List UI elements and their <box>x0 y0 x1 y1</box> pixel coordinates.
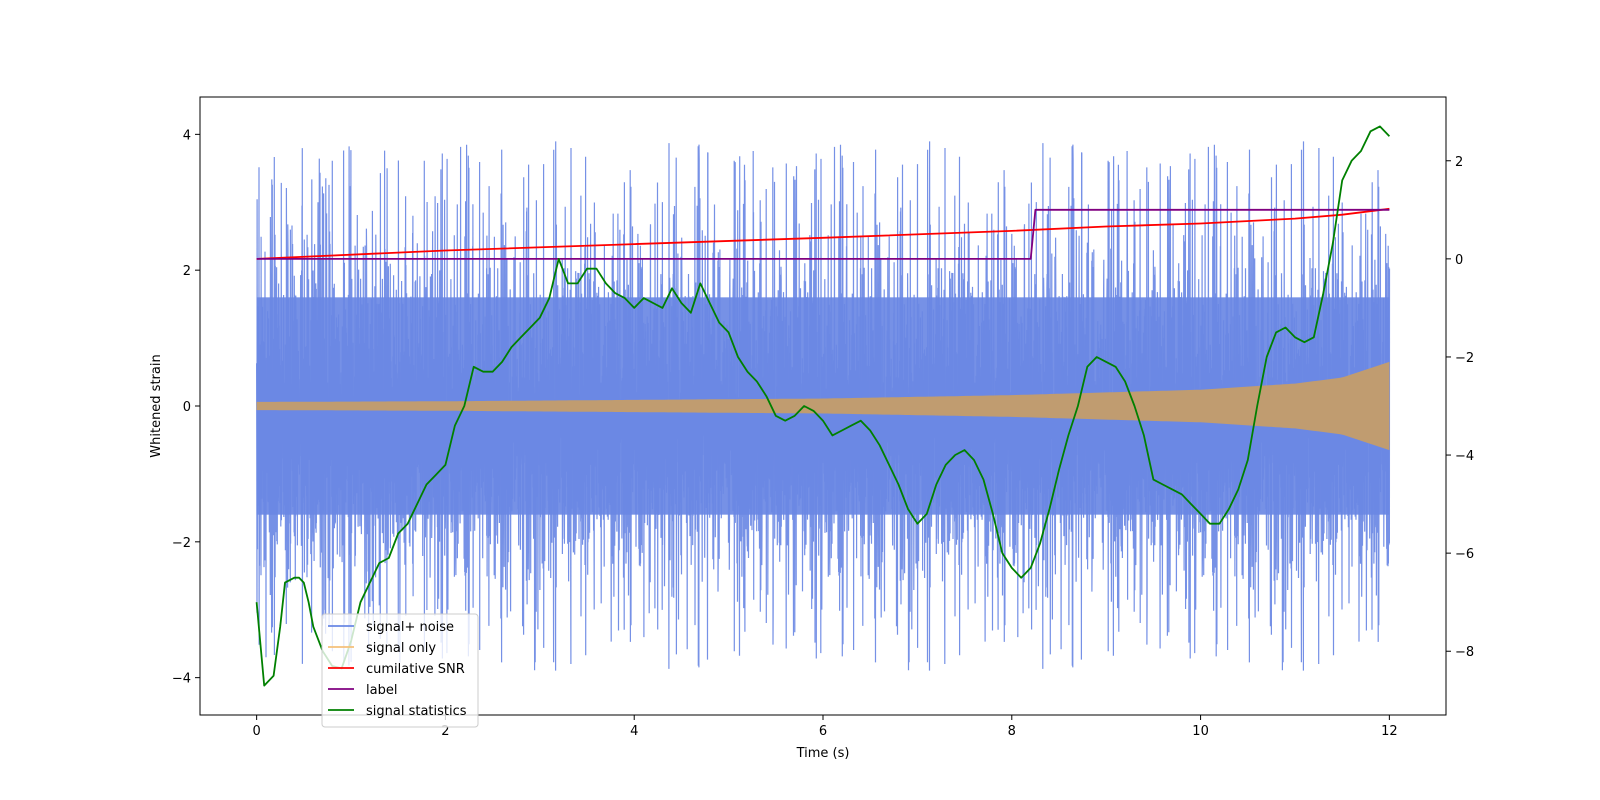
y2-tick-label: −2 <box>1455 351 1474 366</box>
y-tick-label: 4 <box>183 128 191 143</box>
series-signal-statistics <box>255 125 1391 687</box>
x-tick-label: 8 <box>1008 724 1016 739</box>
y-tick-label: −2 <box>172 536 191 551</box>
y-tick-label: 2 <box>183 264 191 279</box>
y2-tick-label: −6 <box>1455 547 1474 562</box>
x-tick-label: 12 <box>1381 724 1398 739</box>
legend-label: signal+ noise <box>366 620 454 635</box>
legend-label: label <box>366 683 397 698</box>
x-tick-label: 4 <box>630 724 638 739</box>
series-label <box>256 208 1390 260</box>
x-tick-label: 6 <box>819 724 827 739</box>
legend: signal+ noise signal only cumilative SNR la… <box>321 613 479 728</box>
series-signal-only <box>256 361 1390 451</box>
y-tick-label: −4 <box>172 672 191 687</box>
legend-label: cumilative SNR <box>366 662 465 677</box>
axes-layer: 0 2 4 6 8 10 12 −4 −2 0 2 4 −8 −6 −4 −2 0 2 <box>172 128 1474 739</box>
y-axis-label: Whitened strain <box>149 354 164 457</box>
legend-label: signal only <box>366 641 436 656</box>
legend-box <box>321 613 479 728</box>
series-cumilative-snr <box>256 207 1390 260</box>
x-tick-label: 2 <box>441 724 449 739</box>
y2-tick-label: 0 <box>1455 253 1463 268</box>
legend-label: signal statistics <box>366 704 467 719</box>
y2-tick-label: −8 <box>1455 645 1474 660</box>
series-layer <box>255 125 1391 687</box>
y2-tick-label: −4 <box>1455 449 1474 464</box>
x-axis-label: Time (s) <box>796 746 850 761</box>
y2-tick-label: 2 <box>1455 155 1463 170</box>
y-tick-label: 0 <box>183 400 191 415</box>
x-tick-label: 0 <box>252 724 260 739</box>
x-tick-label: 10 <box>1192 724 1209 739</box>
